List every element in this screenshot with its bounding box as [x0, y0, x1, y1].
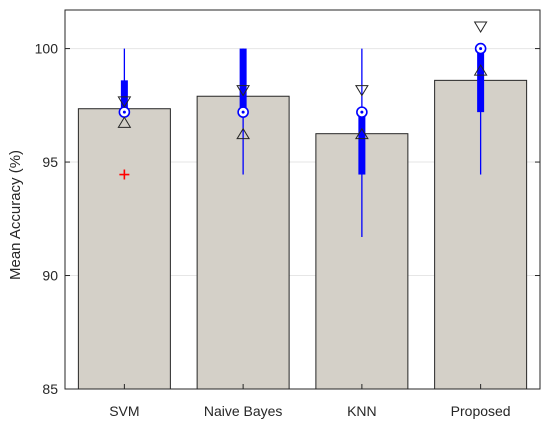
median-dot	[479, 47, 483, 51]
y-tick-label: 85	[42, 381, 58, 397]
median-dot	[360, 110, 364, 114]
bar	[77, 108, 171, 390]
notch-high-marker	[236, 85, 251, 97]
bars	[77, 79, 528, 390]
y-tick-label: 95	[42, 154, 58, 170]
notch-low-marker	[354, 127, 369, 140]
outlier-marker	[119, 169, 130, 180]
median-dot	[122, 110, 126, 114]
axis-ticks: 85 90 95 100 SVM Naive Bayes KNN Proposed	[35, 41, 540, 419]
x-tick-label: Proposed	[451, 403, 511, 419]
x-tick-label: KNN	[347, 403, 377, 419]
notch-low-marker	[473, 64, 488, 76]
plot-frame	[64, 9, 541, 390]
box	[358, 112, 366, 175]
x-tick-label: SVM	[109, 403, 139, 419]
box	[477, 48, 485, 113]
median-dot	[241, 110, 245, 114]
boxplots	[117, 21, 488, 237]
notch-high-marker	[354, 85, 369, 97]
notch-high-marker	[473, 21, 488, 33]
box	[239, 48, 247, 113]
notch-low-marker	[117, 116, 132, 128]
y-axis-label: Mean Accuracy (%)	[7, 150, 24, 280]
y-tick-label: 90	[42, 268, 58, 284]
notch-high-marker	[117, 96, 132, 108]
x-tick-label: Naive Bayes	[204, 403, 283, 419]
box	[120, 80, 128, 113]
y-tick-label: 100	[35, 41, 59, 57]
notch-low-marker	[236, 127, 251, 140]
